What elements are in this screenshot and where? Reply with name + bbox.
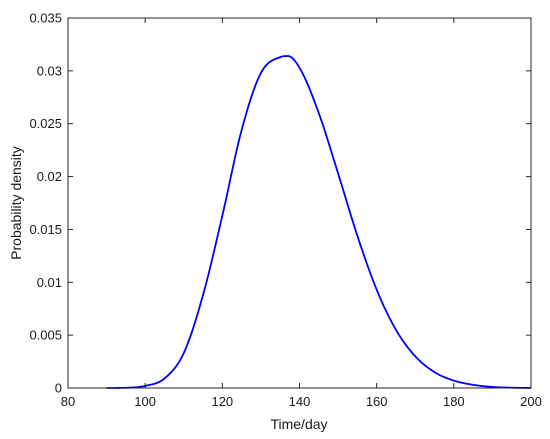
- y-tick-label: 0.01: [37, 275, 62, 290]
- x-tick-label: 180: [443, 394, 465, 409]
- x-tick-label: 200: [520, 394, 542, 409]
- density-curve-line: [106, 55, 532, 389]
- y-tick-label: 0.025: [29, 116, 62, 131]
- y-tick-label: 0.035: [29, 11, 62, 26]
- x-tick-label: 120: [211, 394, 233, 409]
- y-tick-label: 0.015: [29, 222, 62, 237]
- x-tick-label: 160: [366, 394, 388, 409]
- y-tick-label: 0.02: [37, 169, 62, 184]
- tick-labels-layer: 80 100 120 140 160 180 200 0 0.005 0.01 0.015 0.02 0…: [29, 11, 541, 410]
- x-tick-label: 80: [61, 394, 75, 409]
- y-tick-label: 0.03: [37, 63, 62, 78]
- x-tick-label: 100: [134, 394, 156, 409]
- y-tick-label: 0.005: [29, 328, 62, 343]
- plot-frame: [67, 17, 532, 389]
- y-axis-label: Probability density: [8, 146, 24, 260]
- ticks-layer: [67, 17, 532, 389]
- y-tick-label: 0: [55, 381, 62, 396]
- x-axis-label: Time/day: [270, 416, 327, 432]
- series-layer: [106, 55, 532, 389]
- x-tick-label: 140: [289, 394, 311, 409]
